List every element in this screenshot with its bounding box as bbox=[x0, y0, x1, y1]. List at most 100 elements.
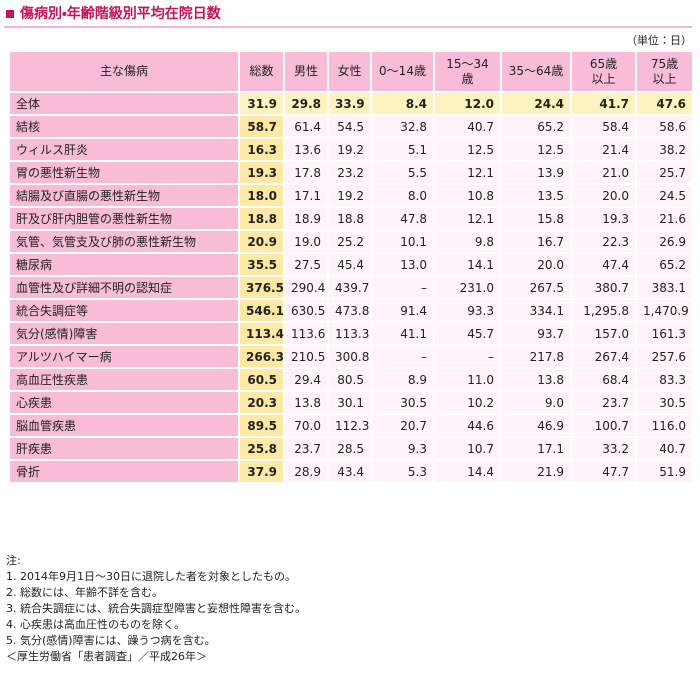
cell-value: 19.0 bbox=[283, 229, 329, 254]
cell-value: 13.6 bbox=[283, 137, 329, 162]
cell-value: 58.6 bbox=[635, 114, 694, 139]
column-header: 総数 bbox=[238, 50, 285, 93]
row-label: 全体 bbox=[8, 91, 240, 116]
cell-value: 112.3 bbox=[327, 413, 372, 438]
cell-value: 30.1 bbox=[327, 390, 372, 415]
cell-value: 18.9 bbox=[283, 206, 329, 231]
cell-value: 21.9 bbox=[500, 459, 572, 484]
cell-value: 231.0 bbox=[433, 275, 502, 300]
cell-value: 20.0 bbox=[500, 252, 572, 277]
notes: 注: 1. 2014年9月1日～30日に退院した者を対象としたもの。 2. 総数には… bbox=[6, 553, 306, 665]
row-label: 結核 bbox=[8, 114, 240, 139]
cell-value: 23.2 bbox=[327, 160, 372, 185]
cell-value: 439.7 bbox=[327, 275, 372, 300]
row-label: ウィルス肝炎 bbox=[8, 137, 240, 162]
cell-value: 25.2 bbox=[327, 229, 372, 254]
table-row: 結腸及び直腸の悪性新生物 18.0 17.1 19.2 8.0 10.8 13.5 20.0 2… bbox=[8, 183, 694, 208]
cell-value: 47.7 bbox=[570, 459, 637, 484]
cell-value: 65.2 bbox=[500, 114, 572, 139]
column-header-line: 65歳 bbox=[589, 56, 618, 71]
cell-value: 20.0 bbox=[570, 183, 637, 208]
table-row: 糖尿病 35.5 27.5 45.4 13.0 14.1 20.0 47.4 65.2 bbox=[8, 252, 694, 277]
source: ＜厚生労働省「患者調査」／平成26年＞ bbox=[6, 650, 207, 663]
table-body: 全体 31.9 29.8 33.9 8.4 12.0 24.4 41.7 47.6 結核 58.7 6… bbox=[8, 91, 694, 484]
cell-value: 8.0 bbox=[370, 183, 435, 208]
cell-value: 25.7 bbox=[635, 160, 694, 185]
cell-value: 21.0 bbox=[570, 160, 637, 185]
cell-value: 54.5 bbox=[327, 114, 372, 139]
cell-value: 380.7 bbox=[570, 275, 637, 300]
row-label: 胃の悪性新生物 bbox=[8, 160, 240, 185]
cell-value: 5.5 bbox=[370, 160, 435, 185]
cell-value: 18.8 bbox=[238, 206, 285, 231]
row-label: 肝疾患 bbox=[8, 436, 240, 461]
cell-value: 14.1 bbox=[433, 252, 502, 277]
cell-value: 44.6 bbox=[433, 413, 502, 438]
cell-value: 1,295.8 bbox=[570, 298, 637, 323]
table-row: 統合失調症等 546.1 630.5 473.8 91.4 93.3 334.1 1,295.… bbox=[8, 298, 694, 323]
cell-value: 41.7 bbox=[570, 91, 637, 116]
note-line: 2. 総数には、年齢不詳を含む。 bbox=[6, 586, 163, 599]
table-row: 胃の悪性新生物 19.3 17.8 23.2 5.5 12.1 13.9 21.0 25.7 bbox=[8, 160, 694, 185]
table-row: 気管、気管支及び肺の悪性新生物 20.9 19.0 25.2 10.1 9.8 16.7 22… bbox=[8, 229, 694, 254]
cell-value: 93.7 bbox=[500, 321, 572, 346]
cell-value: 31.9 bbox=[238, 91, 285, 116]
cell-value: 89.5 bbox=[238, 413, 285, 438]
cell-value: 38.2 bbox=[635, 137, 694, 162]
cell-value: 267.5 bbox=[500, 275, 572, 300]
data-table: 主な傷病 総数 男性 女性 0～14歳 15～34歳 35～64歳 65歳 以上 75歳 以上 全体… bbox=[8, 50, 694, 484]
cell-value: 113.6 bbox=[283, 321, 329, 346]
cell-value: 157.0 bbox=[570, 321, 637, 346]
unit-label: （単位：日） bbox=[626, 34, 692, 47]
cell-value: 116.0 bbox=[635, 413, 694, 438]
cell-value: 19.2 bbox=[327, 137, 372, 162]
table-row: 全体 31.9 29.8 33.9 8.4 12.0 24.4 41.7 47.6 bbox=[8, 91, 694, 116]
cell-value: 27.5 bbox=[283, 252, 329, 277]
cell-value: 29.4 bbox=[283, 367, 329, 392]
table-row: 高血圧性疾患 60.5 29.4 80.5 8.9 11.0 13.8 68.4 83.3 bbox=[8, 367, 694, 392]
table-row: 心疾患 20.3 13.8 30.1 30.5 10.2 9.0 23.7 30.5 bbox=[8, 390, 694, 415]
cell-value: 47.8 bbox=[370, 206, 435, 231]
cell-value: 12.1 bbox=[433, 206, 502, 231]
cell-value: 113.4 bbox=[238, 321, 285, 346]
cell-value: 40.7 bbox=[635, 436, 694, 461]
cell-value: 14.4 bbox=[433, 459, 502, 484]
cell-value: 45.7 bbox=[433, 321, 502, 346]
cell-value: 20.3 bbox=[238, 390, 285, 415]
cell-value: 10.8 bbox=[433, 183, 502, 208]
column-header: 0～14歳 bbox=[370, 50, 435, 93]
cell-value: 12.1 bbox=[433, 160, 502, 185]
cell-value: 37.9 bbox=[238, 459, 285, 484]
cell-value: 21.6 bbox=[635, 206, 694, 231]
cell-value: 19.3 bbox=[238, 160, 285, 185]
column-header: 75歳 以上 bbox=[635, 50, 694, 93]
column-header: 15～34歳 bbox=[433, 50, 502, 93]
cell-value: 26.9 bbox=[635, 229, 694, 254]
cell-value: 18.0 bbox=[238, 183, 285, 208]
column-header: 65歳 以上 bbox=[570, 50, 637, 93]
cell-value: 19.2 bbox=[327, 183, 372, 208]
cell-value: 33.9 bbox=[327, 91, 372, 116]
row-label: 高血圧性疾患 bbox=[8, 367, 240, 392]
row-label: アルツハイマー病 bbox=[8, 344, 240, 369]
cell-value: 12.5 bbox=[500, 137, 572, 162]
cell-value: 13.9 bbox=[500, 160, 572, 185]
cell-value: 58.4 bbox=[570, 114, 637, 139]
cell-value: 20.7 bbox=[370, 413, 435, 438]
row-label: 気管、気管支及び肺の悪性新生物 bbox=[8, 229, 240, 254]
cell-value: 9.8 bbox=[433, 229, 502, 254]
table-row: 結核 58.7 61.4 54.5 32.8 40.7 65.2 58.4 58.6 bbox=[8, 114, 694, 139]
cell-value: 93.3 bbox=[433, 298, 502, 323]
note-line: 5. 気分(感情)障害には、躁うつ病を含む。 bbox=[6, 634, 216, 647]
cell-value: 83.3 bbox=[635, 367, 694, 392]
cell-value: 16.3 bbox=[238, 137, 285, 162]
cell-value: – bbox=[433, 344, 502, 369]
cell-value: 9.3 bbox=[370, 436, 435, 461]
cell-value: 21.4 bbox=[570, 137, 637, 162]
column-header-line: 以上 bbox=[652, 71, 677, 86]
row-label: 脳血管疾患 bbox=[8, 413, 240, 438]
cell-value: 5.1 bbox=[370, 137, 435, 162]
cell-value: 8.4 bbox=[370, 91, 435, 116]
column-header-line: 以上 bbox=[591, 71, 616, 86]
cell-value: 10.7 bbox=[433, 436, 502, 461]
